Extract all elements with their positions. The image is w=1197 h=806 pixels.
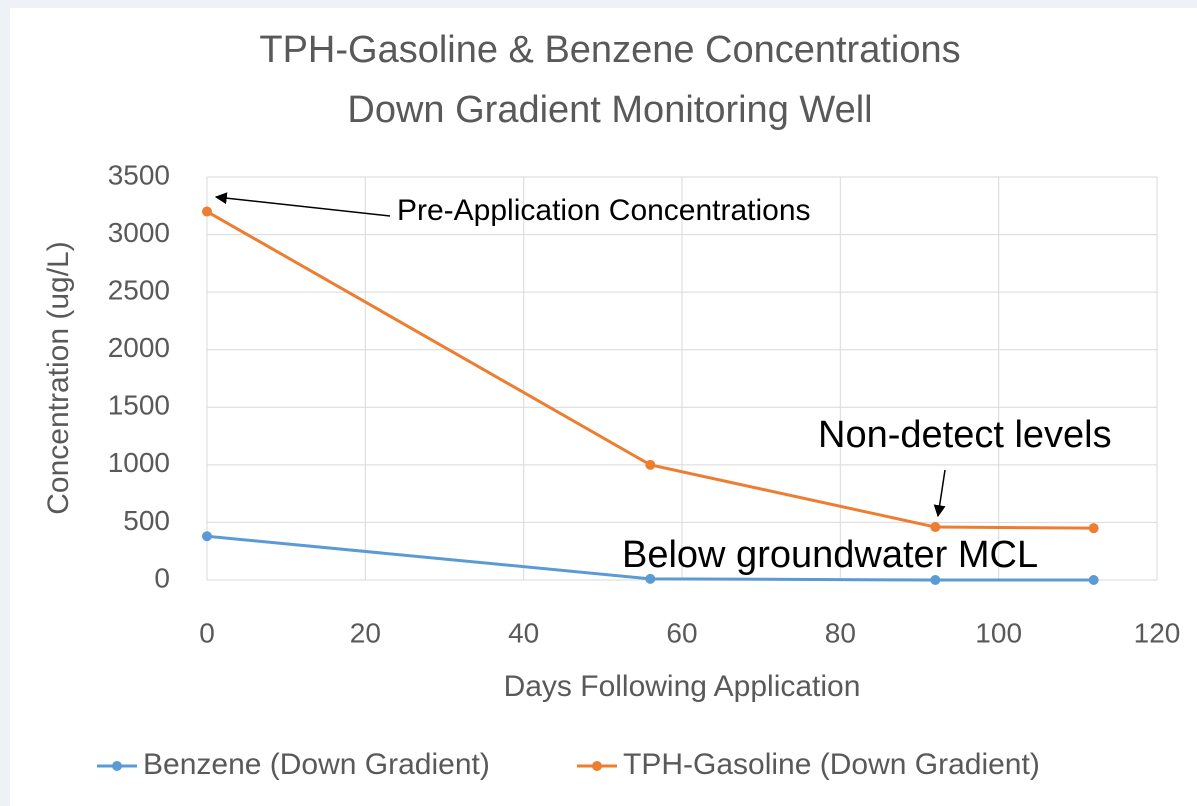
legend-marker	[592, 761, 602, 771]
annotation: Pre-Application Concentrations	[397, 194, 811, 227]
x-axis-label: Days Following Application	[504, 670, 861, 703]
chart-title: Down Gradient Monitoring Well	[347, 89, 872, 131]
plot	[202, 206, 1099, 585]
x-tick-label: 80	[825, 617, 856, 648]
legend-label: Benzene (Down Gradient)	[143, 748, 490, 781]
data-point	[645, 573, 656, 584]
grid	[206, 176, 1158, 581]
data-point	[645, 459, 656, 470]
data-point	[202, 206, 212, 217]
x-tick-label: 40	[508, 617, 539, 648]
x-tick-label: 60	[666, 617, 697, 648]
data-point	[930, 522, 941, 533]
x-tick-label: 0	[199, 617, 215, 648]
y-axis-label: Concentration (ug/L)	[42, 241, 75, 515]
series-line	[206, 210, 1094, 530]
annotation: Non-detect levels	[818, 414, 1112, 456]
legend-marker	[112, 761, 122, 771]
annotation: Below groundwater MCL	[622, 534, 1038, 576]
legend-label: TPH-Gasoline (Down Gradient)	[623, 748, 1040, 781]
chart-title: TPH-Gasoline & Benzene Concentrations	[259, 29, 960, 71]
y-tick-label: 3500	[108, 159, 170, 190]
series-line	[206, 534, 1094, 582]
y-tick-label: 1500	[108, 390, 170, 421]
x-tick-label: 100	[975, 617, 1022, 648]
x-tick-label: 120	[1134, 617, 1181, 648]
arrow	[214, 192, 391, 217]
data-point	[1088, 523, 1099, 534]
y-tick-label: 3000	[108, 217, 170, 248]
data-point	[202, 531, 212, 542]
x-tick-label: 20	[350, 617, 381, 648]
data-point	[930, 575, 941, 585]
y-tick-label: 1000	[108, 447, 170, 478]
arrow	[933, 469, 946, 518]
y-tick-label: 0	[154, 562, 170, 593]
data-point	[1088, 575, 1099, 585]
y-tick-label: 2000	[108, 332, 170, 363]
y-tick-label: 500	[123, 505, 170, 536]
y-tick-label: 2500	[108, 275, 170, 306]
